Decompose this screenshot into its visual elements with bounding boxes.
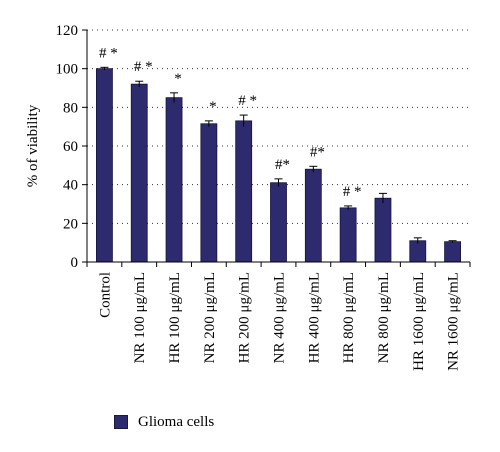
bar [270, 182, 287, 263]
significance-label: #* [310, 144, 325, 160]
bars [96, 68, 461, 263]
significance-label: * [209, 99, 217, 115]
significance-label: # * [99, 45, 118, 61]
bar [339, 207, 357, 263]
y-tick-label: 60 [63, 139, 78, 155]
legend-label: Glioma cells [138, 413, 215, 430]
bar [200, 123, 218, 263]
bar [444, 241, 461, 263]
significance-label: # * [238, 93, 257, 109]
bar [409, 240, 427, 263]
y-axis-title: % of viability [25, 104, 41, 187]
bar [165, 97, 183, 263]
significance-label: #* [275, 157, 290, 173]
x-category-label: NR 100 μg/mL [132, 272, 148, 363]
x-category-label: HR 800 μg/mL [341, 272, 357, 363]
axes [82, 29, 471, 267]
x-category-label: HR 200 μg/mL [237, 272, 253, 363]
significance-label: # * [134, 59, 153, 75]
legend: Glioma cells [114, 412, 214, 432]
y-tick-label: 20 [63, 216, 78, 232]
x-category-label: Control [97, 272, 113, 318]
x-category-label: HR 400 μg/mL [306, 272, 322, 363]
y-tick-label: 120 [56, 23, 79, 39]
y-tick-label: 40 [63, 178, 78, 194]
significance-annotations: # * # * * * # * #* #* # * [99, 45, 361, 200]
x-category-label: NR 1600 μg/mL [446, 272, 462, 371]
bar [96, 68, 113, 263]
x-category-label: NR 800 μg/mL [376, 272, 392, 363]
y-tick-label: 100 [56, 62, 79, 78]
x-category-labels: Control NR 100 μg/mL HR 100 μg/mL NR 200 μg… [97, 272, 461, 371]
y-tick-label: 80 [63, 100, 78, 116]
x-category-label: NR 400 μg/mL [272, 272, 288, 363]
error-bars [100, 66, 457, 244]
significance-label: # * [343, 184, 362, 200]
bar [374, 197, 392, 263]
bar [130, 83, 148, 263]
bar [235, 120, 253, 263]
x-category-label: NR 200 μg/mL [202, 272, 218, 363]
x-category-label: HR 1600 μg/mL [411, 272, 427, 371]
y-tick-label: 0 [71, 255, 79, 271]
significance-label: * [174, 71, 182, 87]
legend-swatch [114, 415, 128, 429]
y-tick-labels: 0 20 40 60 80 100 120 [56, 23, 79, 271]
x-category-label: HR 100 μg/mL [167, 272, 183, 363]
bar [304, 168, 322, 263]
